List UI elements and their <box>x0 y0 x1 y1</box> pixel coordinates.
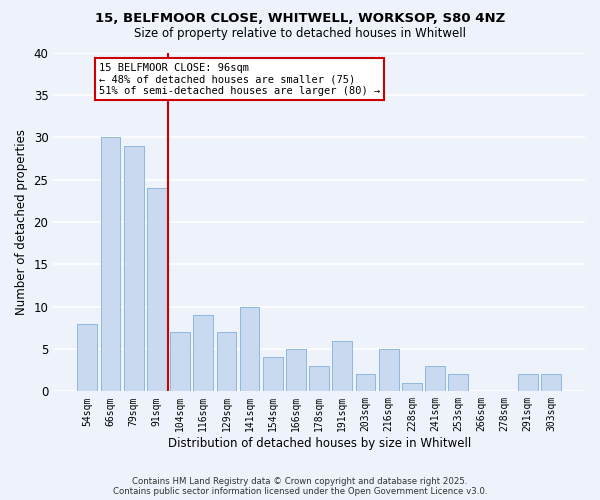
Bar <box>124 146 143 392</box>
Bar <box>402 383 422 392</box>
Text: 15, BELFMOOR CLOSE, WHITWELL, WORKSOP, S80 4NZ: 15, BELFMOOR CLOSE, WHITWELL, WORKSOP, S… <box>95 12 505 26</box>
Bar <box>332 340 352 392</box>
Bar <box>541 374 561 392</box>
Bar <box>309 366 329 392</box>
Bar <box>356 374 376 392</box>
Bar <box>147 188 167 392</box>
Text: Contains HM Land Registry data © Crown copyright and database right 2025.: Contains HM Land Registry data © Crown c… <box>132 477 468 486</box>
X-axis label: Distribution of detached houses by size in Whitwell: Distribution of detached houses by size … <box>167 437 471 450</box>
Y-axis label: Number of detached properties: Number of detached properties <box>15 129 28 315</box>
Text: 15 BELFMOOR CLOSE: 96sqm
← 48% of detached houses are smaller (75)
51% of semi-d: 15 BELFMOOR CLOSE: 96sqm ← 48% of detach… <box>99 62 380 96</box>
Bar <box>193 315 213 392</box>
Bar <box>170 332 190 392</box>
Bar <box>425 366 445 392</box>
Bar <box>448 374 468 392</box>
Bar <box>101 137 121 392</box>
Bar <box>77 324 97 392</box>
Bar <box>286 349 306 392</box>
Bar <box>379 349 398 392</box>
Text: Size of property relative to detached houses in Whitwell: Size of property relative to detached ho… <box>134 28 466 40</box>
Bar <box>240 306 259 392</box>
Text: Contains public sector information licensed under the Open Government Licence v3: Contains public sector information licen… <box>113 487 487 496</box>
Bar <box>518 374 538 392</box>
Bar <box>217 332 236 392</box>
Bar <box>263 358 283 392</box>
